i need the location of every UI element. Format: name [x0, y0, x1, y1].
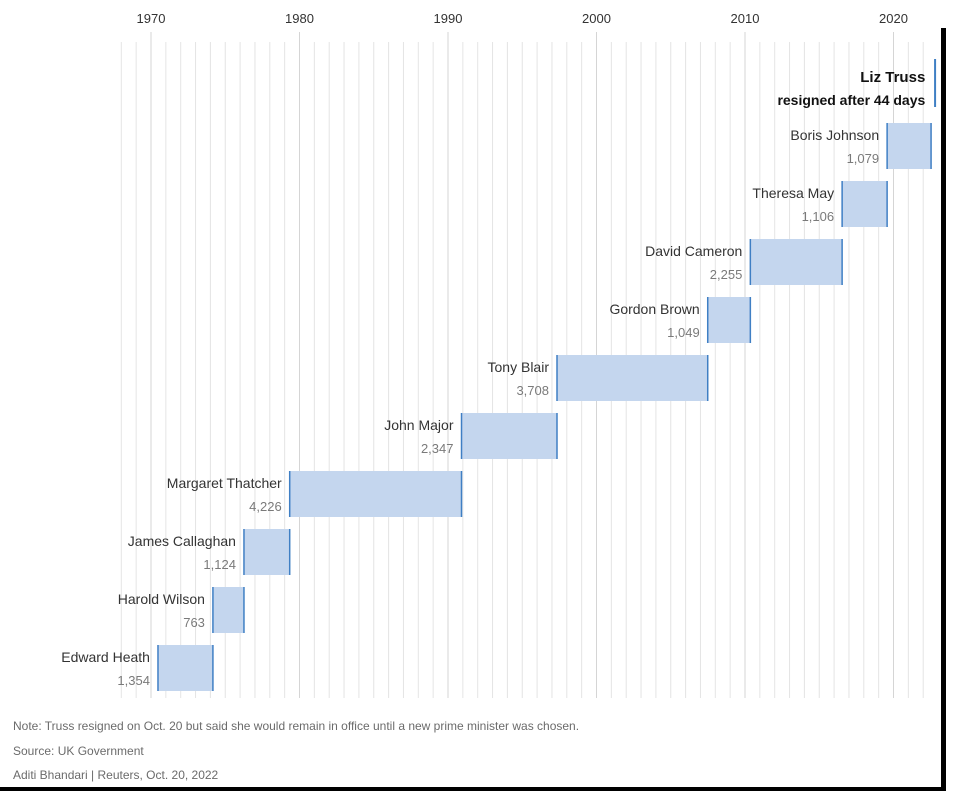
pm-name-label: Harold Wilson — [118, 591, 205, 607]
pm-name-label: Edward Heath — [61, 649, 150, 665]
pm-name-label: Tony Blair — [488, 359, 550, 375]
tenure-bar — [157, 645, 213, 691]
tenure-bar — [750, 239, 843, 285]
pm-name-label: John Major — [384, 417, 454, 433]
frame-bottom-edge — [0, 787, 946, 791]
pm-name-label: James Callaghan — [128, 533, 236, 549]
tenure-bar — [243, 529, 290, 575]
tenure-chart: 1970 1980 1990 2000 2010 2020 Edward Heath 1,35… — [61, 11, 937, 698]
source-text: Source: UK Government — [13, 744, 144, 758]
frame-right-edge — [941, 28, 946, 791]
x-tick-label: 1980 — [285, 11, 314, 26]
pm-days-label: 3,708 — [516, 383, 549, 398]
tenure-bar — [887, 123, 932, 169]
note-text: Note: Truss resigned on Oct. 20 but said… — [13, 719, 580, 733]
pm-name-label: Theresa May — [752, 185, 834, 201]
pm-days-label: 2,255 — [710, 267, 743, 282]
pm-name-label: Gordon Brown — [609, 301, 699, 317]
x-tick-label: 1990 — [434, 11, 463, 26]
tenure-bar — [289, 471, 462, 517]
pm-days-label: 763 — [183, 615, 205, 630]
pm-days-label: resigned after 44 days — [777, 92, 925, 108]
pm-name-label: Margaret Thatcher — [167, 475, 282, 491]
x-tick-label: 2000 — [582, 11, 611, 26]
tenure-bar — [556, 355, 708, 401]
x-tick-label: 2020 — [879, 11, 908, 26]
credit-text: Aditi Bhandari | Reuters, Oct. 20, 2022 — [13, 768, 219, 782]
pm-days-label: 1,079 — [847, 151, 880, 166]
pm-days-label: 1,106 — [802, 209, 835, 224]
pm-days-label: 1,124 — [203, 557, 236, 572]
pm-days-label: 4,226 — [249, 499, 282, 514]
pm-name-label: Boris Johnson — [790, 127, 879, 143]
tenure-bar — [842, 181, 888, 227]
tenure-bar — [212, 587, 244, 633]
tenure-bar — [707, 297, 751, 343]
tenure-bar — [461, 413, 557, 459]
x-tick-label: 2010 — [731, 11, 760, 26]
pm-name-label: David Cameron — [645, 243, 742, 259]
x-tick-label: 1970 — [137, 11, 166, 26]
pm-name-label: Liz Truss — [860, 69, 925, 86]
pm-days-label: 2,347 — [421, 441, 454, 456]
pm-days-label: 1,049 — [667, 325, 700, 340]
pm-days-label: 1,354 — [117, 673, 150, 688]
